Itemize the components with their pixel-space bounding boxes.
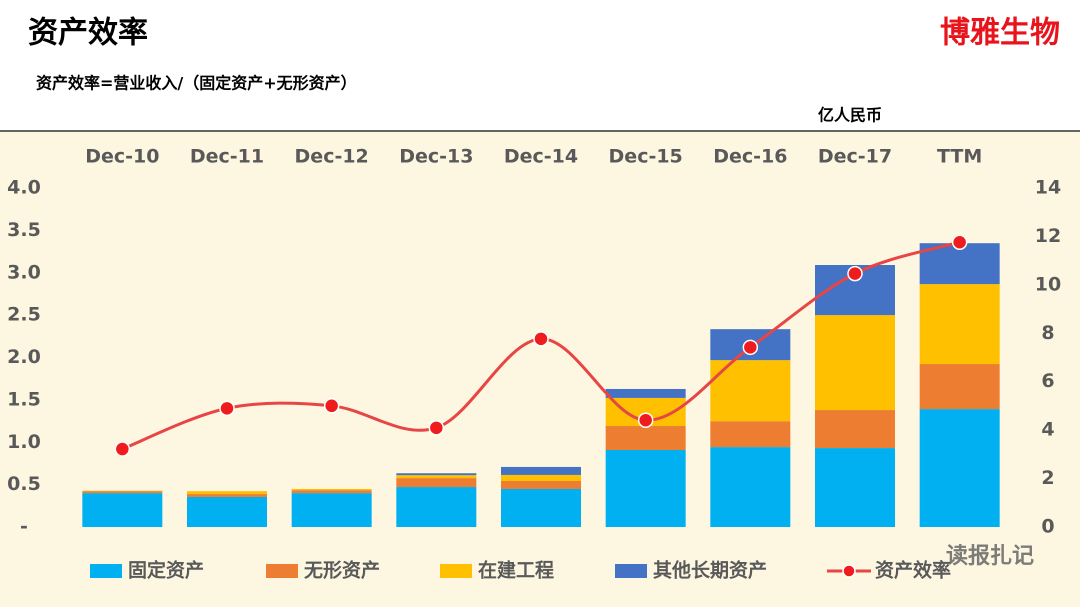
bar-segment bbox=[710, 447, 791, 527]
bar-segment bbox=[396, 478, 477, 488]
x-tick-label: Dec-14 bbox=[504, 146, 578, 168]
legend-marker bbox=[842, 564, 856, 578]
bar-segment bbox=[815, 315, 895, 411]
legend-label: 无形资产 bbox=[304, 559, 380, 582]
y-tick-label: 4.0 bbox=[7, 177, 41, 199]
line-point bbox=[219, 400, 235, 417]
title: 资产效率 bbox=[28, 16, 148, 51]
legend-swatch bbox=[266, 564, 298, 578]
brand: 博雅生物 bbox=[940, 16, 1060, 51]
y-tick-label: - bbox=[20, 516, 28, 538]
legend-label: 固定资产 bbox=[128, 559, 204, 582]
subtitle: 资产效率=营业收入/（固定资产+无形资产） bbox=[36, 74, 357, 93]
bar-segment bbox=[605, 449, 686, 527]
y2-tick-label: 10 bbox=[1035, 273, 1061, 295]
unit-label: 亿人民币 bbox=[818, 106, 882, 125]
y-tick-label: 0.5 bbox=[7, 473, 41, 495]
y2-tick-label: 8 bbox=[1041, 322, 1054, 344]
bar-segment bbox=[605, 388, 686, 398]
bar-segment bbox=[501, 466, 581, 475]
bar-segment bbox=[291, 493, 372, 527]
line-point bbox=[951, 234, 968, 250]
bar-segment bbox=[815, 448, 895, 527]
x-tick-label: TTM bbox=[937, 146, 982, 168]
bar-segment bbox=[82, 493, 163, 527]
line-point bbox=[114, 441, 131, 457]
y2-tick-label: 6 bbox=[1041, 370, 1054, 392]
bar-segment bbox=[919, 409, 1000, 527]
legend-label: 资产效率 bbox=[875, 559, 951, 582]
bar-segment bbox=[187, 491, 267, 495]
legend-swatch bbox=[440, 564, 472, 578]
bar-segment bbox=[396, 473, 477, 476]
bar-segment bbox=[396, 475, 477, 479]
legend-label: 其他长期资产 bbox=[653, 559, 767, 582]
bar-segment bbox=[187, 494, 267, 497]
bar-segment bbox=[291, 488, 372, 491]
legend-swatch bbox=[615, 564, 647, 578]
line-point bbox=[742, 339, 759, 356]
x-tick-label: Dec-16 bbox=[713, 146, 787, 168]
legend-label: 在建工程 bbox=[478, 559, 554, 582]
x-tick-label: Dec-11 bbox=[190, 146, 264, 168]
y-tick-label: 3.5 bbox=[7, 219, 41, 241]
bar-segment bbox=[501, 474, 581, 481]
bar-segment bbox=[501, 480, 581, 489]
bar-segment bbox=[710, 421, 791, 448]
bar-segment bbox=[919, 364, 1000, 410]
line-point bbox=[428, 420, 445, 436]
bar-segment bbox=[187, 496, 267, 527]
bar-segment bbox=[501, 488, 581, 527]
y-tick-label: 1.5 bbox=[7, 388, 41, 410]
watermark: 读报扎记 bbox=[946, 544, 1034, 569]
line-point bbox=[847, 265, 863, 282]
bar-segment bbox=[605, 426, 686, 450]
y2-tick-label: 0 bbox=[1041, 516, 1054, 538]
line-point bbox=[533, 331, 549, 347]
x-tick-label: Dec-10 bbox=[85, 146, 159, 168]
bar-segment bbox=[919, 284, 1000, 365]
x-tick-label: Dec-15 bbox=[609, 146, 683, 168]
plot-background bbox=[0, 131, 1080, 607]
y2-tick-label: 2 bbox=[1041, 467, 1054, 489]
line-point bbox=[323, 398, 340, 414]
y-tick-label: 2.0 bbox=[7, 346, 41, 368]
y2-tick-label: 4 bbox=[1041, 419, 1054, 441]
x-tick-label: Dec-13 bbox=[399, 146, 473, 168]
bar-segment bbox=[396, 487, 477, 527]
y2-tick-label: 14 bbox=[1035, 177, 1061, 199]
y-tick-label: 3.0 bbox=[7, 261, 41, 283]
bar-segment bbox=[815, 410, 895, 449]
bar-segment bbox=[82, 491, 163, 494]
y2-tick-label: 12 bbox=[1035, 225, 1061, 247]
x-tick-label: Dec-17 bbox=[818, 146, 892, 168]
bar-segment bbox=[291, 490, 372, 494]
x-tick-label: Dec-12 bbox=[295, 146, 369, 168]
y-tick-label: 1.0 bbox=[7, 431, 41, 453]
y-tick-label: 2.5 bbox=[7, 304, 41, 326]
line-point bbox=[637, 412, 654, 428]
legend-swatch bbox=[90, 564, 122, 578]
